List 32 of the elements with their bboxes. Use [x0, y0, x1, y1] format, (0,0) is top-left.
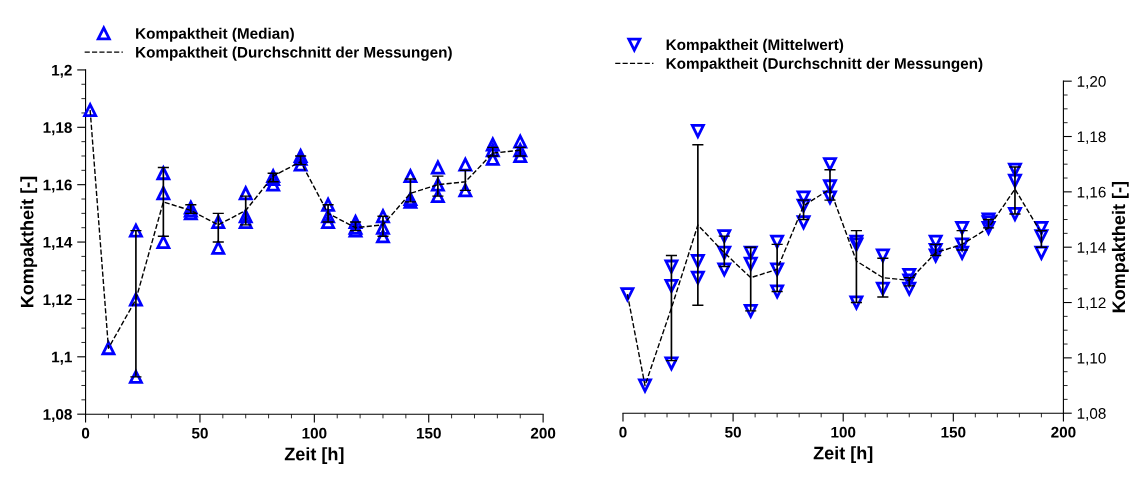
x-tick-label: 50 — [191, 427, 208, 439]
y-axis-title: Kompaktheit [-] — [1111, 182, 1129, 313]
y-tick-label: 1,14 — [43, 237, 73, 250]
y-axis-title: Kompaktheit [-] — [20, 176, 38, 308]
y-tick-label: 1,16 — [1077, 186, 1106, 200]
y-tick-label: 1,18 — [43, 122, 72, 136]
x-tick-label: 150 — [416, 427, 441, 439]
y-tick-label: 1,08 — [1077, 408, 1106, 421]
x-axis-title: Zeit [h] — [284, 447, 344, 465]
legend-label: Kompaktheit (Mittelwert) — [666, 38, 844, 54]
x-tick-label: 0 — [619, 426, 627, 438]
y-tick-label: 1,20 — [1077, 76, 1106, 89]
x-tick-label: 100 — [302, 427, 327, 439]
x-axis-title: Zeit [h] — [813, 446, 873, 464]
y-tick-label: 1,16 — [43, 179, 72, 193]
x-tick-label: 200 — [1051, 426, 1076, 438]
y-tick-label: 1,1 — [52, 351, 72, 365]
legend-label: Kompaktheit (Durchschnitt der Messungen) — [666, 57, 983, 73]
x-tick-label: 150 — [941, 426, 966, 438]
y-tick-label: 1,08 — [43, 409, 72, 423]
y-tick-label: 1,12 — [1077, 297, 1106, 311]
x-tick-label: 200 — [530, 427, 556, 439]
legend-label: Kompaktheit (Median) — [136, 27, 294, 42]
legend-label: Kompaktheit (Durchschnitt der Messungen) — [136, 46, 452, 61]
y-tick-label: 1,2 — [52, 64, 72, 78]
y-tick-label: 1,10 — [1077, 352, 1106, 366]
y-tick-label: 1,18 — [1077, 131, 1106, 144]
x-tick-label: 0 — [81, 427, 90, 439]
x-tick-label: 50 — [725, 426, 741, 438]
x-tick-label: 100 — [831, 426, 856, 438]
y-tick-label: 1,14 — [1077, 242, 1106, 255]
y-tick-label: 1,12 — [43, 294, 72, 308]
